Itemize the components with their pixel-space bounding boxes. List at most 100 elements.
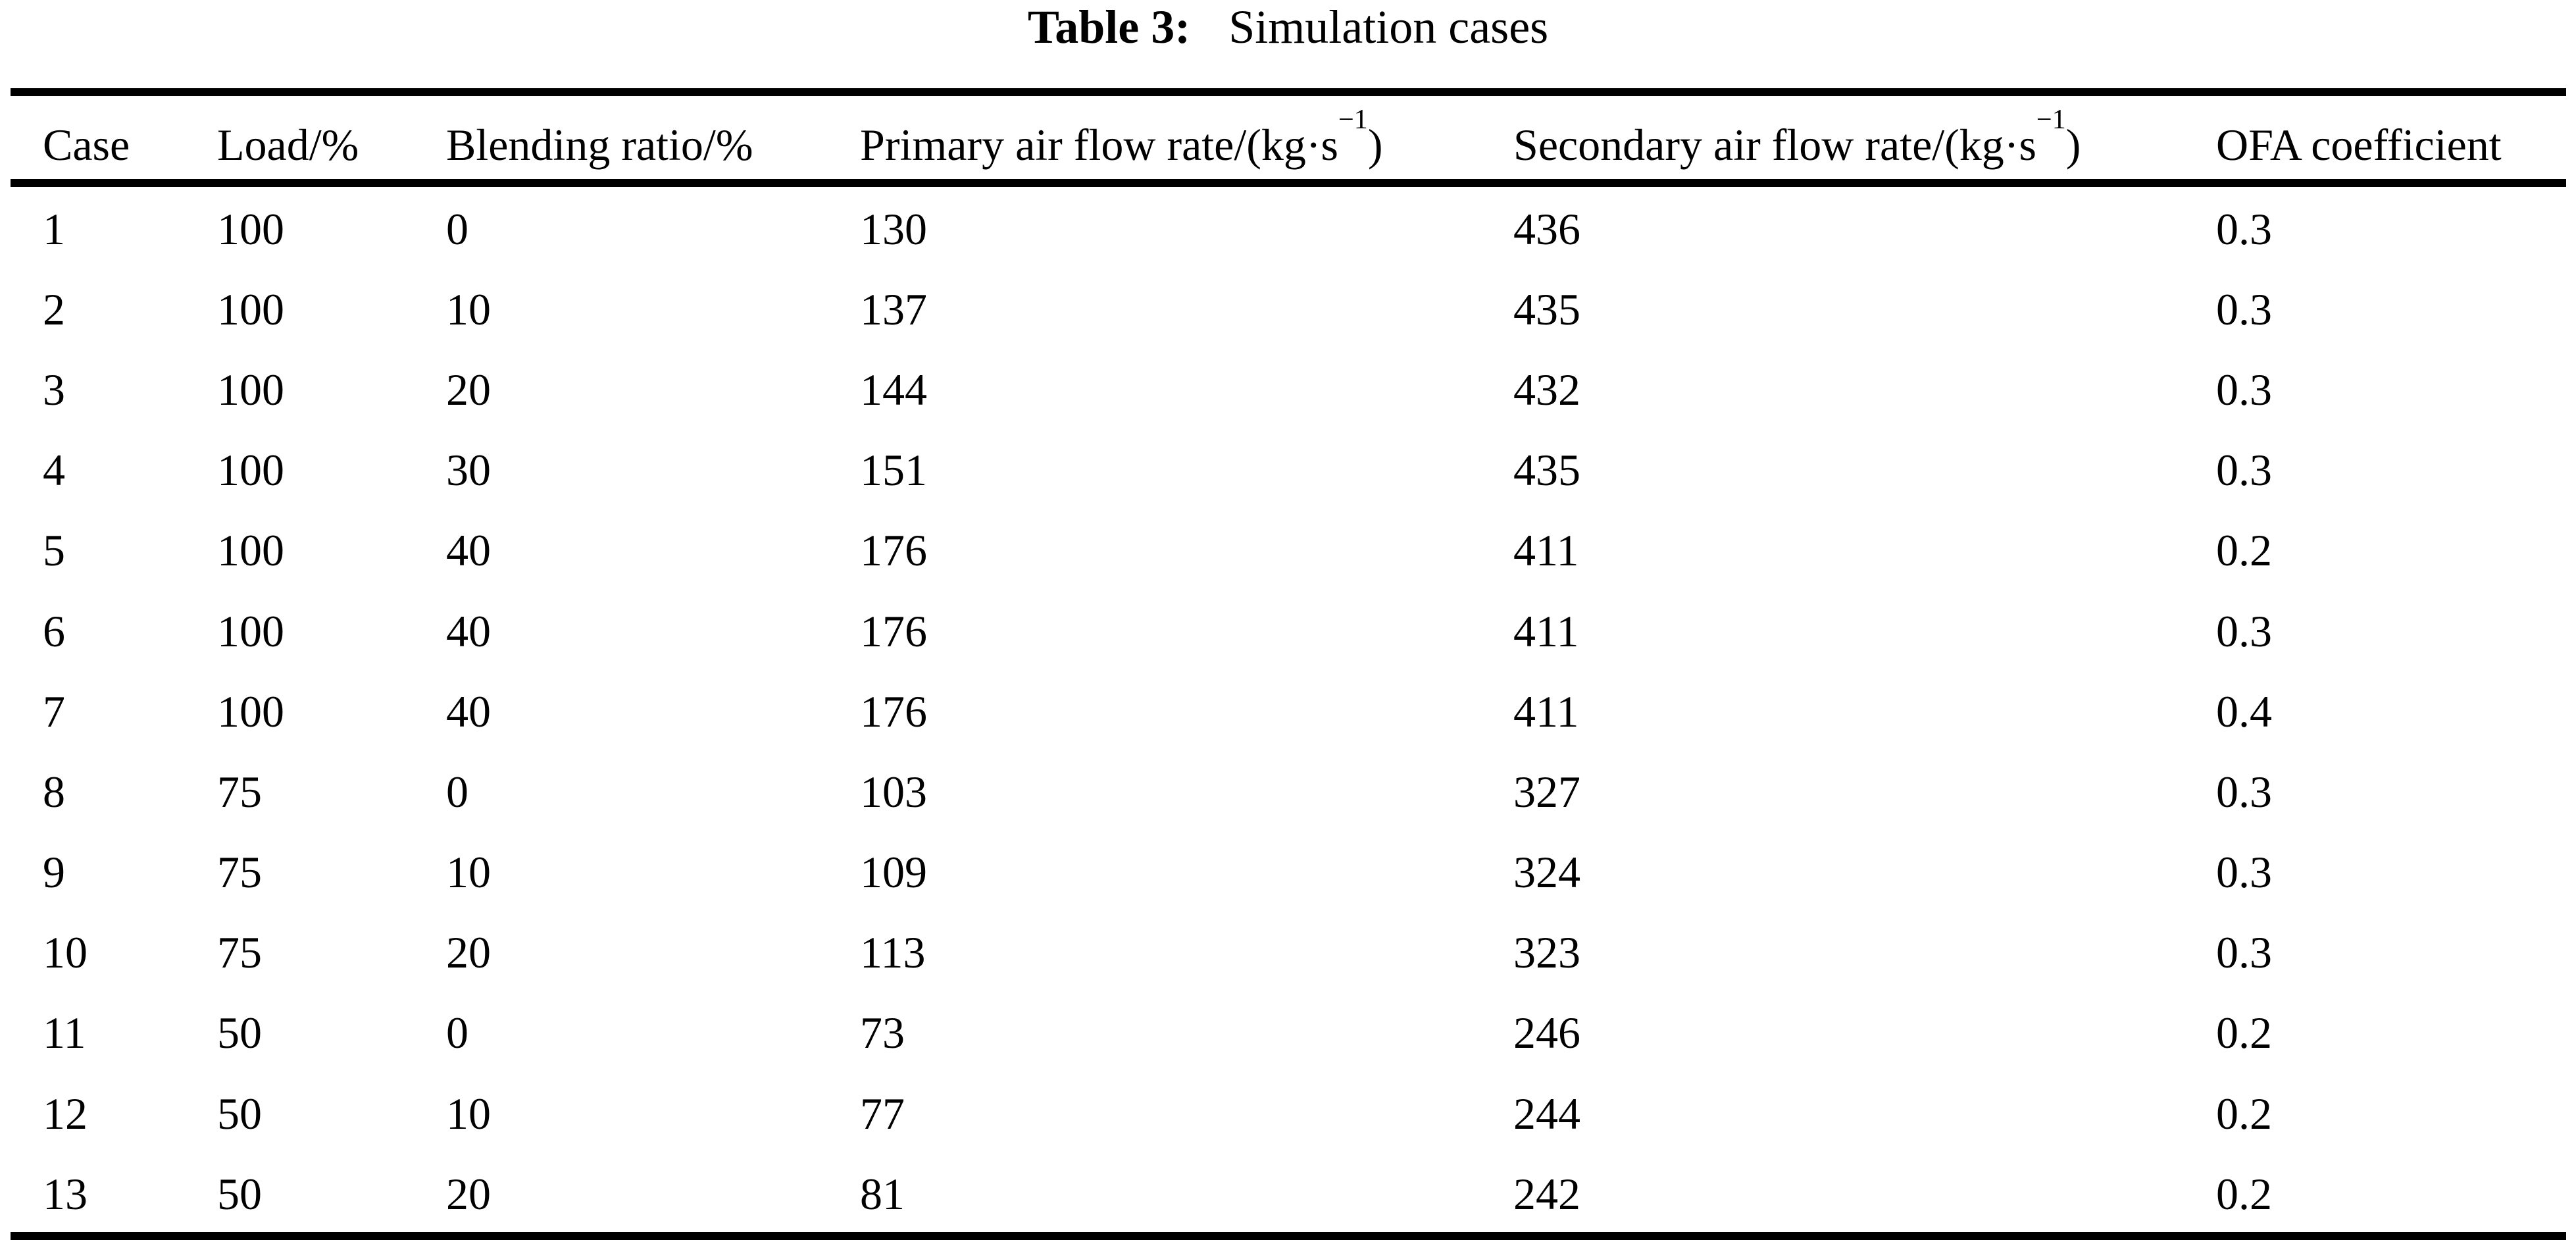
table-cell: 3: [43, 364, 65, 415]
table-cell: 6: [43, 606, 65, 656]
column-header: Primary air flow rate/(kg·s−1): [860, 92, 1513, 187]
table-cell: 0.3: [2216, 606, 2272, 656]
table-cell: 75: [217, 847, 262, 898]
table-cell: 109: [860, 847, 927, 898]
table-cell: 0.3: [2216, 284, 2272, 334]
table-cell: 13: [43, 1168, 88, 1219]
table-caption-label: Table 3:: [1027, 1, 1191, 53]
table-cell: 411: [1513, 686, 1579, 736]
simulation-cases-table: Case Load/% Blending ratio/% Primary air fl…: [11, 88, 2566, 1240]
table-cell: 40: [446, 606, 491, 656]
column-header-label: OFA coefficient: [2216, 120, 2502, 170]
column-header-label: Case: [43, 120, 130, 170]
table-caption: Table 3: Simulation cases: [0, 1, 2576, 53]
table-cell: 12: [43, 1088, 88, 1139]
table-cell: 0.2: [2216, 1168, 2272, 1219]
table-row: 10 75 20 113 323 0.3: [11, 911, 2566, 991]
table-cell: 432: [1513, 364, 1580, 415]
table-cell: 10: [43, 927, 88, 978]
table-cell: 0: [446, 766, 468, 817]
table-cell: 327: [1513, 766, 1580, 817]
table-cell: 10: [446, 1088, 491, 1139]
table-cell: 7: [43, 686, 65, 736]
table-cell: 176: [860, 606, 927, 656]
table-cell: 30: [446, 445, 491, 496]
table-cell: 0.3: [2216, 927, 2272, 978]
table-cell: 2: [43, 284, 65, 334]
table-cell: 9: [43, 847, 65, 898]
table-cell: 324: [1513, 847, 1580, 898]
table-cell: 246: [1513, 1008, 1580, 1058]
table-cell: 435: [1513, 284, 1580, 334]
table-cell: 75: [217, 927, 262, 978]
unit-superscript: −1: [2036, 103, 2066, 135]
table-cell: 100: [217, 445, 284, 496]
table-cell: 75: [217, 766, 262, 817]
table-cell: 0: [446, 203, 468, 254]
table-cell: 0.2: [2216, 1008, 2272, 1058]
table-cell: 20: [446, 927, 491, 978]
table-cell: 130: [860, 203, 927, 254]
table-cell: 100: [217, 364, 284, 415]
table-cell: 411: [1513, 606, 1579, 656]
table-cell: 100: [217, 525, 284, 576]
table-cell: 20: [446, 1168, 491, 1219]
table-row: 9 75 10 109 324 0.3: [11, 831, 2566, 911]
table-cell: 435: [1513, 445, 1580, 496]
table-cell: 0.3: [2216, 445, 2272, 496]
table-row: 12 50 10 77 244 0.2: [11, 1072, 2566, 1152]
table-cell: 10: [446, 847, 491, 898]
table-cell: 176: [860, 686, 927, 736]
table-cell: 81: [860, 1168, 905, 1219]
table-cell: 0: [446, 1008, 468, 1058]
table-cell: 151: [860, 445, 927, 496]
table-cell: 0.2: [2216, 1088, 2272, 1139]
table-cell: 11: [43, 1008, 86, 1058]
table-cell: 50: [217, 1088, 262, 1139]
table-cell: 100: [217, 284, 284, 334]
table-cell: 137: [860, 284, 927, 334]
table-row: 3 100 20 144 432 0.3: [11, 348, 2566, 428]
table-row: 5 100 40 176 411 0.2: [11, 509, 2566, 589]
table-cell: 40: [446, 686, 491, 736]
unit-superscript: −1: [1338, 103, 1368, 135]
column-header: OFA coefficient: [2216, 92, 2566, 187]
table-cell: 0.3: [2216, 847, 2272, 898]
table-row: 11 50 0 73 246 0.2: [11, 991, 2566, 1072]
table-cell: 0.3: [2216, 364, 2272, 415]
table-cell: 1: [43, 203, 65, 254]
column-header-label: Primary air flow rate/(kg·s: [860, 120, 1338, 170]
column-header-label: Secondary air flow rate/(kg·s: [1513, 120, 2036, 170]
column-header-unit-close: ): [1367, 120, 1383, 170]
table-cell: 40: [446, 525, 491, 576]
table-cell: 244: [1513, 1088, 1580, 1139]
column-header: Case: [11, 92, 217, 187]
table-row: 1 100 0 130 436 0.3: [11, 183, 2566, 267]
table-cell: 113: [860, 927, 926, 978]
table-cell: 73: [860, 1008, 905, 1058]
table-cell: 103: [860, 766, 927, 817]
table-cell: 176: [860, 525, 927, 576]
table-cell: 20: [446, 364, 491, 415]
table-row: 6 100 40 176 411 0.3: [11, 589, 2566, 669]
table-caption-text: Simulation cases: [1228, 1, 1549, 53]
table-cell: 0.4: [2216, 686, 2272, 736]
column-header-unit-close: ): [2065, 120, 2081, 170]
table-cell: 144: [860, 364, 927, 415]
table-cell: 0.3: [2216, 203, 2272, 254]
column-header: Load/%: [217, 92, 446, 187]
column-header-label: Blending ratio/%: [446, 120, 753, 170]
column-header: Blending ratio/%: [446, 92, 860, 187]
table-cell: 436: [1513, 203, 1580, 254]
table-cell: 10: [446, 284, 491, 334]
column-header-label: Load/%: [217, 120, 359, 170]
table-row: 2 100 10 137 435 0.3: [11, 267, 2566, 348]
table-body: 1 100 0 130 436 0.3 2 100 10 137 435 0.3 3 100 20 144 43…: [11, 183, 2566, 1236]
table-row: 8 75 0 103 327 0.3: [11, 750, 2566, 830]
table-cell: 0.3: [2216, 766, 2272, 817]
table-cell: 50: [217, 1008, 262, 1058]
table-cell: 411: [1513, 525, 1579, 576]
table-cell: 77: [860, 1088, 905, 1139]
column-header: Secondary air flow rate/(kg·s−1): [1513, 92, 2216, 187]
table-cell: 0.2: [2216, 525, 2272, 576]
